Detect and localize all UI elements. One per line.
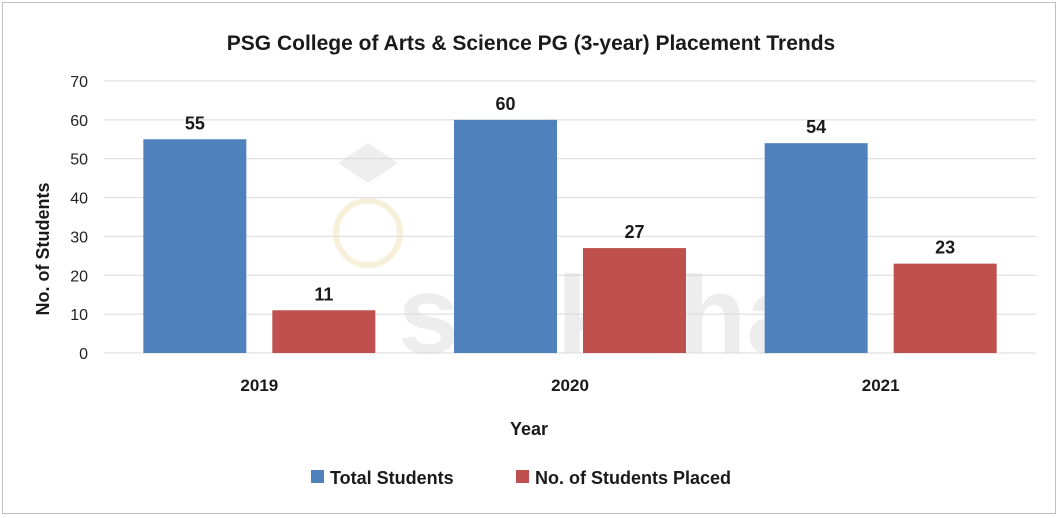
legend: Total Students No. of Students Placed xyxy=(311,468,731,488)
y-axis-title: No. of Students xyxy=(33,183,53,316)
watermark-cap-icon xyxy=(338,143,398,183)
x-axis-title: Year xyxy=(510,419,548,439)
y-tick-label: 40 xyxy=(70,191,88,208)
x-category-label: 2021 xyxy=(862,376,900,395)
legend-label: Total Students xyxy=(330,468,454,488)
y-tick-label: 50 xyxy=(70,152,88,169)
legend-swatch xyxy=(516,470,529,483)
x-category-label: 2020 xyxy=(551,376,589,395)
data-label: 55 xyxy=(185,113,205,133)
chart-svg: shiksha PSG College of Arts & Science PG… xyxy=(33,32,1036,488)
bar-students-placed xyxy=(583,248,686,353)
data-label: 54 xyxy=(806,117,826,137)
bar-total-students xyxy=(764,143,868,353)
watermark: shiksha xyxy=(333,143,808,377)
data-label: 11 xyxy=(314,284,333,304)
bar-total-students xyxy=(454,119,557,353)
data-labels: 55 11 60 27 54 23 xyxy=(185,94,955,304)
y-tick-label: 20 xyxy=(70,268,88,285)
y-tick-label: 70 xyxy=(70,74,88,91)
y-tick-label: 60 xyxy=(70,113,88,130)
legend-swatch xyxy=(311,470,324,483)
data-label: 60 xyxy=(495,94,515,114)
data-label: 23 xyxy=(935,238,955,258)
chart-title: PSG College of Arts & Science PG (3-year… xyxy=(227,32,835,55)
bar-students-placed xyxy=(893,263,997,353)
y-tick-label: 0 xyxy=(79,346,88,363)
y-axis-ticks: 0 10 20 30 40 50 60 70 xyxy=(70,74,88,363)
bars xyxy=(143,119,997,353)
watermark-bulb-icon xyxy=(333,198,403,268)
bar-total-students xyxy=(143,139,247,353)
bar-students-placed xyxy=(272,310,376,353)
y-tick-label: 30 xyxy=(70,229,88,246)
data-label: 27 xyxy=(624,222,644,242)
x-category-label: 2019 xyxy=(240,376,278,395)
gridlines xyxy=(104,80,1036,354)
x-axis-categories: 2019 2020 2021 xyxy=(240,376,899,395)
y-tick-label: 10 xyxy=(70,307,88,324)
legend-label: No. of Students Placed xyxy=(535,468,731,488)
